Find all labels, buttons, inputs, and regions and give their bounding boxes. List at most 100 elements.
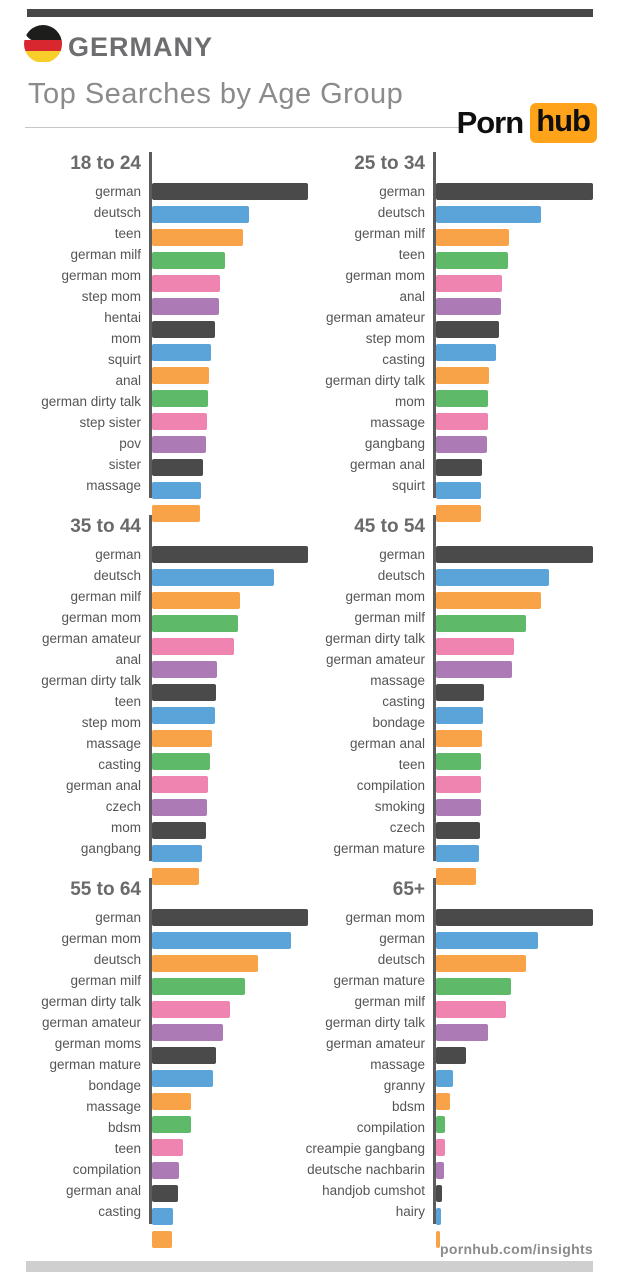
category-label: german mature bbox=[49, 1057, 141, 1072]
category-label: smoking bbox=[374, 799, 425, 814]
bar-row bbox=[436, 206, 620, 227]
bar-row bbox=[152, 707, 310, 728]
bar-german bbox=[152, 546, 308, 563]
bar-row bbox=[152, 615, 310, 636]
category-label: deutsch bbox=[377, 205, 425, 220]
bar-row bbox=[436, 229, 620, 250]
bar-row bbox=[152, 799, 310, 820]
bar-casting bbox=[152, 1231, 172, 1248]
bar-row bbox=[436, 1208, 620, 1229]
category-label: deutsch bbox=[377, 568, 425, 583]
bar-row bbox=[436, 459, 620, 480]
bar-row bbox=[436, 1162, 620, 1183]
bar-german-amateur bbox=[152, 1024, 223, 1041]
category-label: pov bbox=[119, 436, 141, 451]
bar-row bbox=[152, 229, 310, 250]
bar-row bbox=[436, 638, 620, 659]
bar-row bbox=[152, 569, 310, 590]
bar-row bbox=[152, 868, 310, 889]
bar-compilation bbox=[152, 1185, 178, 1202]
bar-casting bbox=[436, 367, 489, 384]
bar-row bbox=[152, 459, 310, 480]
bar-german-mom bbox=[152, 275, 220, 292]
category-label: bdsm bbox=[107, 1120, 141, 1135]
bar-row bbox=[436, 569, 620, 590]
bar-deutsch bbox=[152, 206, 249, 223]
bar-german-mom bbox=[436, 909, 593, 926]
category-label: step sister bbox=[79, 415, 141, 430]
category-label: german bbox=[379, 931, 425, 946]
category-label: teen bbox=[398, 757, 425, 772]
bar-deutsch bbox=[152, 569, 274, 586]
bar-row bbox=[152, 275, 310, 296]
bar-row bbox=[152, 390, 310, 411]
bar-pov bbox=[152, 459, 203, 476]
bar-german-dirty-talk bbox=[152, 684, 216, 701]
age-group-chart-18-to-24: 18 to 24 german deutsch teen german milf germ… bbox=[0, 152, 310, 522]
chart-title: 18 to 24 bbox=[70, 153, 141, 174]
bar-row bbox=[152, 1024, 310, 1045]
bar-german-mom bbox=[436, 592, 541, 609]
bar-teen bbox=[152, 707, 215, 724]
flag-stripe-red bbox=[24, 40, 62, 52]
category-label: anal bbox=[115, 373, 141, 388]
category-labels: 65+ german mom german deutsch german mature g… bbox=[306, 878, 433, 1224]
category-label: german amateur bbox=[325, 1036, 425, 1051]
age-group-chart-45-to-54: 45 to 54 german deutsch german mom german mi… bbox=[310, 515, 620, 885]
bar-german-mature bbox=[436, 868, 476, 885]
category-label: hentai bbox=[104, 310, 141, 325]
category-label: step mom bbox=[81, 289, 141, 304]
bar-row bbox=[436, 909, 620, 930]
bar-german-milf bbox=[152, 978, 245, 995]
bar-teen bbox=[152, 229, 243, 246]
bar-german bbox=[152, 909, 308, 926]
bottom-accent-bar bbox=[26, 1261, 593, 1272]
bars-axis bbox=[149, 152, 310, 522]
category-label: casting bbox=[382, 694, 425, 709]
category-label: handjob cumshot bbox=[322, 1183, 425, 1198]
age-group-chart-25-to-34: 25 to 34 german deutsch german milf teen germ… bbox=[310, 152, 620, 522]
category-label: massage bbox=[370, 673, 425, 688]
category-label: german anal bbox=[349, 457, 425, 472]
bar-smoking bbox=[436, 822, 480, 839]
bar-gangbang bbox=[436, 459, 482, 476]
bars-axis bbox=[433, 152, 620, 522]
bar-row bbox=[436, 344, 620, 365]
category-label: german dirty talk bbox=[41, 994, 141, 1009]
age-group-chart-65: 65+ german mom german deutsch german mature g… bbox=[306, 878, 620, 1248]
bar-row bbox=[152, 321, 310, 342]
bar-casting bbox=[152, 776, 208, 793]
title-spacer bbox=[152, 152, 310, 181]
category-labels: 35 to 44 german deutsch german milf german m… bbox=[0, 515, 149, 861]
category-label: german dirty talk bbox=[41, 673, 141, 688]
category-label: granny bbox=[383, 1078, 425, 1093]
bar-german bbox=[152, 183, 308, 200]
category-label: teen bbox=[398, 247, 425, 262]
bar-german-dirty-talk bbox=[436, 1024, 488, 1041]
bar-bondage bbox=[152, 1093, 191, 1110]
category-label: german milf bbox=[70, 589, 141, 604]
bar-row bbox=[152, 955, 310, 976]
bar-row bbox=[436, 845, 620, 866]
category-label: anal bbox=[115, 652, 141, 667]
bar-anal bbox=[152, 390, 208, 407]
bar-row bbox=[152, 909, 310, 930]
category-label: compilation bbox=[72, 1162, 141, 1177]
category-labels: 45 to 54 german deutsch german mom german mi… bbox=[310, 515, 433, 861]
logo-text-porn: Porn bbox=[456, 105, 525, 140]
bar-german bbox=[436, 546, 593, 563]
category-label: german moms bbox=[54, 1036, 141, 1051]
bar-row bbox=[436, 1231, 620, 1252]
top-accent-bar bbox=[27, 9, 593, 17]
bar-row bbox=[436, 252, 620, 273]
category-label: deutsch bbox=[93, 952, 141, 967]
logo-text-hub: hub bbox=[530, 103, 597, 143]
category-label: czech bbox=[389, 820, 425, 835]
page-title: Top Searches by Age Group bbox=[28, 78, 404, 110]
bar-massage bbox=[152, 505, 200, 522]
bar-row bbox=[436, 413, 620, 434]
bar-german-amateur bbox=[436, 1047, 466, 1064]
category-label: german anal bbox=[65, 1183, 141, 1198]
bar-row bbox=[436, 505, 620, 526]
bar-step-mom bbox=[152, 730, 212, 747]
